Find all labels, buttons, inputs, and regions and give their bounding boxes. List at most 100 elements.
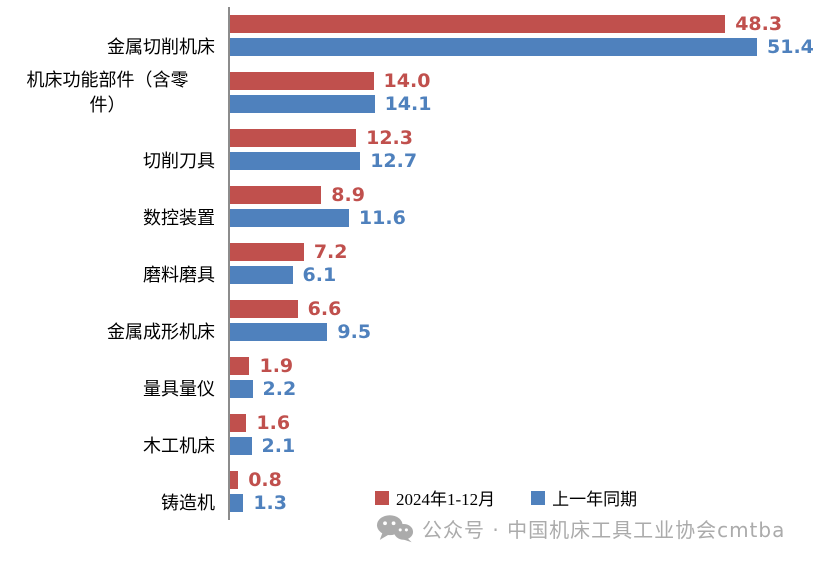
- category-bars: 48.3 51.4: [228, 7, 834, 64]
- bar-line-prior-year: 51.4: [230, 36, 834, 58]
- category-row: 铸造机 0.8 1.3: [0, 463, 834, 520]
- bar-line-prior-year: 6.1: [230, 264, 834, 286]
- bar-line-prior-year: 2.2: [230, 380, 834, 399]
- bar-line-period-2024: 1.9: [230, 355, 834, 377]
- bar-prior-year: [230, 380, 253, 398]
- bar-line-prior-year: 9.5: [230, 321, 834, 343]
- bar-line-prior-year: 1.3: [230, 492, 834, 514]
- watermark-text: 公众号 · 中国机床工具工业协会cmtba: [422, 518, 786, 542]
- bar-line-period-2024: 0.8: [230, 469, 834, 491]
- category-label: 磨料磨具: [143, 265, 215, 286]
- value-label-period-2024: 14.0: [383, 70, 431, 92]
- category-label-cell: 木工机床: [0, 406, 228, 463]
- category-label-cell: 量具量仪: [0, 349, 228, 406]
- category-label: 量具量仪: [143, 379, 215, 400]
- category-row: 磨料磨具 7.2 6.1: [0, 235, 834, 292]
- bar-line-period-2024: 48.3: [230, 13, 834, 35]
- value-label-prior-year: 9.5: [337, 321, 372, 343]
- value-label-period-2024: 8.9: [331, 184, 365, 206]
- category-label-cell: 切削刀具: [0, 121, 228, 178]
- legend-swatch-blue: [531, 490, 546, 505]
- category-bars: 12.3 12.7: [228, 121, 834, 178]
- value-label-prior-year: 1.3: [253, 492, 287, 514]
- bar-line-period-2024: 8.9: [230, 184, 834, 206]
- bar-period-2024: [230, 72, 374, 90]
- category-label-cell: 金属切削机床: [0, 7, 228, 64]
- category-row: 量具量仪 1.9 2.2: [0, 349, 834, 406]
- legend-item-period-2024: 2024年1-12月: [375, 485, 495, 510]
- category-row: 金属成形机床 6.6 9.5: [0, 292, 834, 349]
- bar-period-2024: [230, 186, 322, 204]
- category-row: 数控装置 8.9 11.6: [0, 178, 834, 235]
- category-row: 切削刀具 12.3 12.7: [0, 121, 834, 178]
- category-bars: 6.6 9.5: [228, 292, 834, 349]
- wechat-icon: [376, 514, 414, 543]
- category-label-cell: 磨料磨具: [0, 235, 228, 292]
- bar-prior-year: [230, 209, 349, 227]
- value-label-period-2024: 48.3: [735, 13, 783, 35]
- bar-period-2024: [230, 471, 239, 489]
- plot-area: 金属切削机床 48.3 51.4 机床功能部件（含零件） 14.0 14.1 切削刀具 12.…: [0, 7, 834, 520]
- bar-prior-year: [230, 323, 328, 341]
- bar-prior-year: [230, 437, 252, 455]
- bar-line-period-2024: 7.2: [230, 241, 834, 263]
- value-label-prior-year: 2.1: [261, 435, 296, 457]
- category-label: 金属成形机床: [107, 322, 215, 343]
- bar-prior-year: [230, 494, 244, 512]
- bar-line-period-2024: 6.6: [230, 298, 834, 320]
- category-bars: 7.2 6.1: [228, 235, 834, 292]
- chart-legend: 2024年1-12月 上一年同期: [375, 485, 637, 510]
- legend-label-prior-year: 上一年同期: [552, 490, 638, 509]
- bar-prior-year: [230, 38, 757, 56]
- category-label: 数控装置: [143, 208, 215, 229]
- value-label-period-2024: 1.6: [256, 412, 291, 434]
- value-label-prior-year: 11.6: [358, 207, 406, 229]
- bar-line-prior-year: 11.6: [230, 207, 834, 229]
- category-label: 机床功能部件（含零件）: [26, 70, 189, 115]
- bar-prior-year: [230, 152, 361, 170]
- bar-line-period-2024: 14.0: [230, 70, 834, 92]
- category-label: 金属切削机床: [107, 37, 215, 58]
- category-row: 机床功能部件（含零件） 14.0 14.1: [0, 64, 834, 121]
- bar-period-2024: [230, 300, 298, 318]
- value-label-period-2024: 12.3: [366, 127, 413, 149]
- category-label-cell: 铸造机: [0, 463, 228, 520]
- bar-prior-year: [230, 266, 293, 284]
- category-label: 木工机床: [143, 436, 215, 457]
- bar-period-2024: [230, 129, 357, 147]
- value-label-prior-year: 14.1: [384, 93, 432, 115]
- bar-line-period-2024: 12.3: [230, 127, 834, 149]
- value-label-period-2024: 6.6: [307, 298, 342, 320]
- value-label-period-2024: 0.8: [248, 469, 282, 491]
- category-bars: 14.0 14.1: [228, 64, 834, 121]
- bar-prior-year: [230, 95, 375, 113]
- category-label: 铸造机: [161, 493, 215, 514]
- legend-label-period-2024: 2024年1-12月: [396, 490, 496, 509]
- value-label-prior-year: 12.7: [370, 150, 418, 172]
- bar-period-2024: [230, 357, 250, 375]
- bar-period-2024: [230, 414, 247, 432]
- category-bars: 1.9 2.2: [228, 349, 834, 406]
- bar-period-2024: [230, 243, 304, 261]
- category-bars: 0.8 1.3: [228, 463, 834, 520]
- value-label-prior-year: 51.4: [767, 36, 814, 58]
- category-label-cell: 机床功能部件（含零件）: [0, 64, 228, 121]
- category-label-cell: 金属成形机床: [0, 292, 228, 349]
- bar-line-prior-year: 12.7: [230, 150, 834, 172]
- category-bars: 1.6 2.1: [228, 406, 834, 463]
- legend-swatch-red: [375, 490, 389, 505]
- value-label-period-2024: 7.2: [313, 241, 348, 263]
- category-label: 切削刀具: [143, 151, 215, 172]
- category-label-cell: 数控装置: [0, 178, 228, 235]
- bar-line-period-2024: 1.6: [230, 412, 834, 434]
- legend-item-prior-year: 上一年同期: [531, 485, 637, 510]
- category-bars: 8.9 11.6: [228, 178, 834, 235]
- bar-line-prior-year: 14.1: [230, 93, 834, 115]
- category-row: 金属切削机床 48.3 51.4: [0, 7, 834, 64]
- watermark: 公众号 · 中国机床工具工业协会cmtba: [376, 514, 785, 543]
- value-label-period-2024: 1.9: [259, 355, 294, 377]
- value-label-prior-year: 6.1: [302, 264, 337, 286]
- bar-period-2024: [230, 15, 726, 33]
- category-row: 木工机床 1.6 2.1: [0, 406, 834, 463]
